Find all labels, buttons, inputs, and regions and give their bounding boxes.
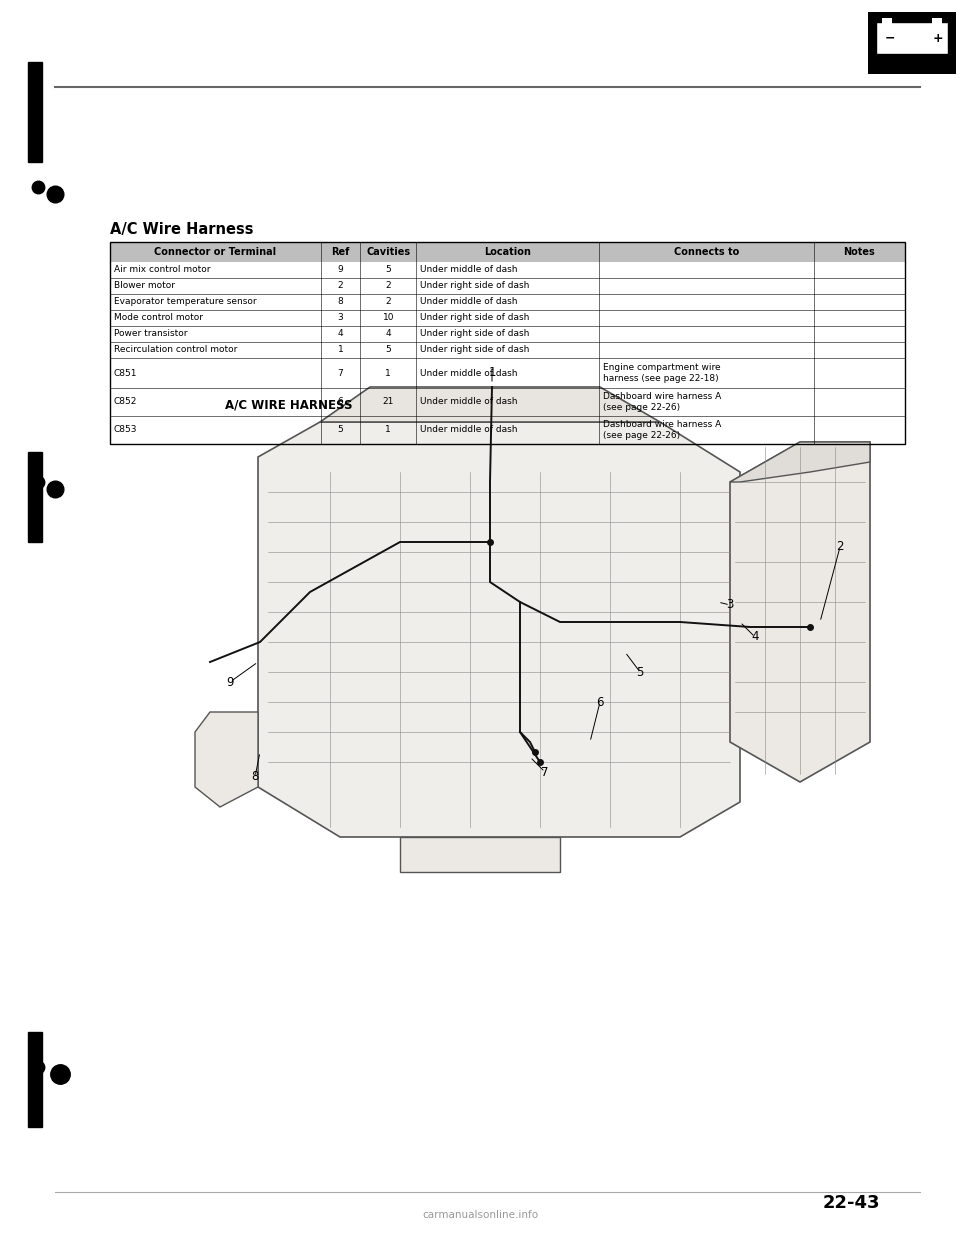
Text: 4: 4 [385,329,391,339]
Text: C851: C851 [114,369,137,378]
Text: A/C Wire Harness: A/C Wire Harness [110,222,253,237]
Text: A/C WIRE HARNESS: A/C WIRE HARNESS [225,399,352,412]
Text: Blower motor: Blower motor [114,282,175,291]
Text: 4: 4 [338,329,344,339]
Polygon shape [195,712,258,807]
Text: 5: 5 [636,666,644,678]
Bar [28,452,42,542]
Text: +: + [933,31,944,45]
Text: Engine compartment wire
harness (see page 22-18): Engine compartment wire harness (see pag… [603,363,721,383]
Bar [876,22,948,53]
Text: 2: 2 [385,298,391,307]
Text: 6: 6 [338,397,344,406]
Text: Air mix control motor: Air mix control motor [114,266,210,274]
Bar [0,438,960,1148]
Bar [932,17,942,24]
Polygon shape [730,442,870,482]
Text: Under middle of dash: Under middle of dash [420,266,517,274]
Text: Under right side of dash: Under right side of dash [420,345,530,354]
Text: 1: 1 [489,365,495,379]
Text: 10: 10 [382,313,394,323]
Bar [882,17,892,24]
Text: 1: 1 [385,426,391,435]
Text: Under middle of dash: Under middle of dash [420,298,517,307]
Polygon shape [730,442,870,782]
Text: Notes: Notes [844,247,876,257]
Text: Dashboard wire harness A
(see page 22-26): Dashboard wire harness A (see page 22-26… [603,420,721,440]
Text: C852: C852 [114,397,137,406]
Text: Mode control motor: Mode control motor [114,313,203,323]
Text: Connector or Terminal: Connector or Terminal [155,247,276,257]
Text: Power transistor: Power transistor [114,329,187,339]
Bar [868,12,956,75]
Text: Under middle of dash: Under middle of dash [420,369,517,378]
Text: Dashboard wire harness A
(see page 22-26): Dashboard wire harness A (see page 22-26… [603,392,721,412]
Text: Ref: Ref [331,247,349,257]
Text: BODY: BODY [896,55,928,65]
Polygon shape [258,422,740,837]
Text: Under right side of dash: Under right side of dash [420,329,530,339]
Text: 1: 1 [338,345,344,354]
Text: C853: C853 [114,426,137,435]
Text: 4: 4 [752,631,758,643]
Text: −: − [885,31,896,45]
Text: 8: 8 [338,298,344,307]
Bar [110,242,905,443]
Text: 7: 7 [541,765,549,779]
Bar [110,242,905,262]
Text: 9: 9 [338,266,344,274]
Text: 21: 21 [383,397,394,406]
Text: Evaporator temperature sensor: Evaporator temperature sensor [114,298,256,307]
Text: Under middle of dash: Under middle of dash [420,397,517,406]
Bar [28,62,42,161]
Text: 5: 5 [385,266,391,274]
Text: 6: 6 [596,696,604,708]
Text: Recirculation control motor: Recirculation control motor [114,345,237,354]
Polygon shape [320,388,660,422]
Text: 2: 2 [338,282,344,291]
Text: 3: 3 [727,599,733,611]
Text: Location: Location [484,247,531,257]
Text: 3: 3 [338,313,344,323]
Text: Under right side of dash: Under right side of dash [420,313,530,323]
Text: carmanualsonline.info: carmanualsonline.info [422,1210,538,1220]
Text: 9: 9 [227,676,233,688]
Text: Under right side of dash: Under right side of dash [420,282,530,291]
Text: 22-43: 22-43 [823,1194,880,1212]
Text: Connects to: Connects to [674,247,739,257]
Text: Under middle of dash: Under middle of dash [420,426,517,435]
Text: 8: 8 [252,770,258,784]
Text: 5: 5 [338,426,344,435]
Bar [28,1032,42,1126]
Text: 1: 1 [385,369,391,378]
Text: 5: 5 [385,345,391,354]
Text: 2: 2 [385,282,391,291]
Polygon shape [400,837,560,872]
Text: Cavities: Cavities [366,247,410,257]
Text: 7: 7 [338,369,344,378]
Text: 2: 2 [836,540,844,554]
